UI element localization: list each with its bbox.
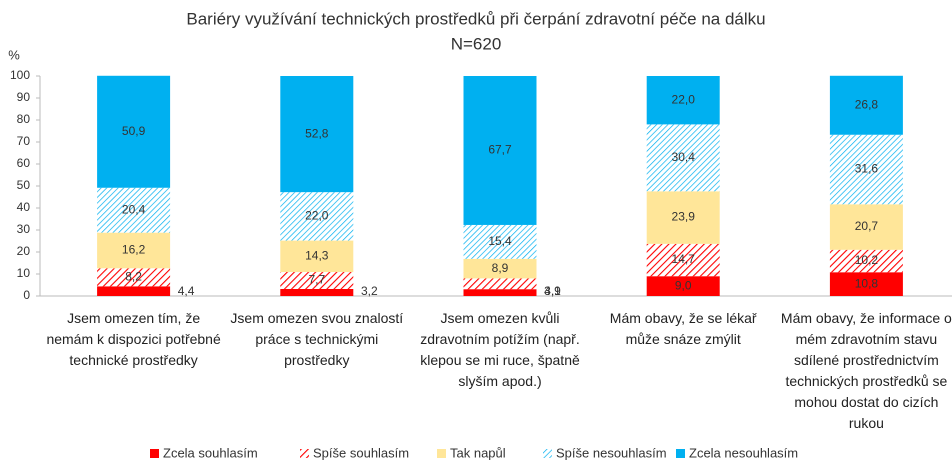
y-tick-label: 80 [17, 112, 31, 126]
y-tick-label: 10 [17, 266, 31, 280]
legend-label: Zcela nesouhlasím [689, 445, 798, 460]
bar-segment [463, 289, 537, 296]
y-tick-label: 90 [17, 90, 31, 104]
bar-segment [829, 75, 903, 135]
bar-segment [646, 276, 720, 296]
bar-segment [280, 76, 354, 193]
bar-segment [97, 187, 171, 233]
legend-swatch [437, 449, 446, 458]
value-label: 8,9 [492, 261, 509, 275]
x-tick-label: Jsem omezen kvůli zdravotním potížím (na… [420, 310, 580, 389]
x-tick-label: Jsem omezen tím, že nemám k dispozici po… [46, 310, 221, 368]
value-label: 10,8 [855, 276, 879, 290]
y-tick-label: 30 [17, 222, 31, 236]
bar-segment [646, 76, 720, 125]
bar-segment [463, 258, 537, 279]
value-label: 9,0 [675, 278, 692, 292]
legend-swatch [150, 449, 159, 458]
value-label: 10,2 [855, 253, 879, 267]
value-label: 23,9 [672, 210, 696, 224]
value-label: 50,9 [122, 124, 146, 138]
value-label: 14,3 [305, 248, 329, 262]
value-label: 31,6 [855, 162, 879, 176]
bar-segment [280, 288, 354, 296]
value-label: 8,2 [125, 269, 142, 283]
legend-swatch [676, 449, 685, 458]
value-label: 20,4 [122, 202, 146, 216]
value-label: 67,7 [488, 143, 512, 157]
value-label: 4,9 [544, 284, 561, 298]
y-axis-label: % [8, 47, 20, 62]
value-label: 20,7 [855, 219, 879, 233]
x-tick-label: Mám obavy, že informace o mém zdravotním… [780, 310, 952, 431]
bar-segment [829, 249, 903, 273]
bar-segment [829, 204, 903, 250]
value-label: 15,4 [488, 234, 512, 248]
bar-segment [463, 76, 537, 225]
value-label: 16,2 [122, 243, 146, 257]
bar-segment [280, 240, 354, 273]
legend-label: Spíše nesouhlasím [556, 445, 667, 460]
y-tick-label: 50 [17, 178, 31, 192]
value-label: 22,0 [672, 92, 696, 106]
bar-segment [97, 268, 171, 287]
value-label: 26,8 [855, 97, 879, 111]
y-tick-label: 100 [10, 68, 30, 82]
bar-segment [829, 272, 903, 296]
chart-title: Bariéry využívání technických prostředků… [186, 9, 765, 28]
bar-segment [646, 124, 720, 192]
bar-segment [97, 286, 171, 296]
bar-segment [280, 272, 354, 289]
value-label: 7,7 [308, 273, 325, 287]
bar-segment [646, 191, 720, 244]
value-label: 22,0 [305, 209, 329, 223]
chart-subtitle: N=620 [451, 34, 502, 53]
legend-swatch [543, 449, 552, 458]
y-tick-label: 0 [23, 288, 30, 302]
legend-label: Spíše souhlasím [313, 445, 409, 460]
x-tick-label: Mám obavy, že se lékař může snáze zmýlit [609, 310, 757, 347]
y-tick-label: 60 [17, 156, 31, 170]
bar-segment [646, 243, 720, 277]
y-tick-label: 20 [17, 244, 31, 258]
x-tick-label: Jsem omezen svou znalostí práce s techni… [230, 310, 404, 368]
bar-segment [97, 75, 171, 188]
legend-swatch [300, 449, 309, 458]
bar-segment [829, 134, 903, 205]
bar-segment [97, 232, 171, 269]
value-label: 3,1 [544, 284, 561, 298]
bar-segment [463, 278, 537, 290]
legend-label: Zcela souhlasím [163, 445, 258, 460]
bar-segment [280, 192, 354, 241]
value-label: 14,7 [672, 252, 696, 266]
y-tick-label: 40 [17, 200, 31, 214]
value-label: 52,8 [305, 126, 329, 140]
value-label: 30,4 [672, 150, 696, 164]
legend-label: Tak napůl [450, 445, 506, 460]
bar-segment [463, 224, 537, 259]
value-label: 4,4 [178, 284, 195, 298]
value-label: 3,2 [361, 284, 378, 298]
y-tick-label: 70 [17, 134, 31, 148]
